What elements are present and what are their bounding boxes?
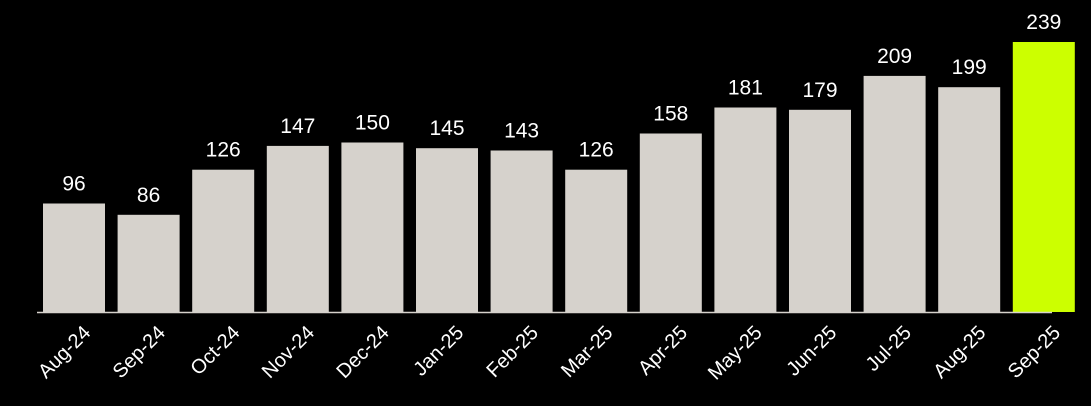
- bar-feb-25: [490, 150, 553, 312]
- bar-may-25: [714, 107, 777, 312]
- value-label-sep-24: 86: [137, 184, 160, 207]
- value-label-jun-25: 179: [802, 79, 837, 102]
- x-tick-label-aug-24: Aug-24: [34, 322, 95, 383]
- bar-apr-25: [639, 133, 702, 312]
- x-tick-label-apr-25: Apr-25: [634, 322, 692, 380]
- x-tick-label-aug-25: Aug-25: [929, 322, 990, 383]
- value-label-aug-24: 96: [62, 173, 85, 196]
- bar-dec-24: [341, 142, 404, 312]
- bar-mar-25: [565, 169, 628, 312]
- x-tick-label-sep-24: Sep-24: [109, 322, 170, 383]
- value-label-may-25: 181: [728, 77, 763, 100]
- value-label-jul-25: 209: [877, 45, 912, 68]
- value-label-feb-25: 143: [504, 120, 539, 143]
- value-label-sep-25: 239: [1026, 11, 1061, 34]
- x-tick-label-may-25: May-25: [704, 322, 767, 385]
- bar-sep-25: [1012, 42, 1075, 312]
- x-tick-label-dec-24: Dec-24: [333, 322, 394, 383]
- value-label-jan-25: 145: [429, 117, 464, 140]
- value-label-nov-24: 147: [280, 115, 315, 138]
- x-tick-label-nov-24: Nov-24: [258, 322, 319, 383]
- bar-aug-24: [43, 203, 105, 312]
- value-label-mar-25: 126: [579, 139, 614, 162]
- bar-jan-25: [416, 148, 478, 312]
- x-tick-label-feb-25: Feb-25: [483, 322, 543, 382]
- x-tick-label-oct-24: Oct-24: [186, 322, 244, 380]
- bars-group: [43, 42, 1075, 313]
- bar-jun-25: [789, 109, 851, 312]
- bar-jul-25: [863, 75, 926, 313]
- value-labels-group: 96 86 126 147 150 145 143 126 158 181 179 209 199 239: [62, 11, 1061, 207]
- value-label-oct-24: 126: [206, 139, 241, 162]
- x-tick-label-jul-25: Jul-25: [862, 322, 916, 376]
- bar-sep-24: [117, 214, 180, 312]
- bar-oct-24: [192, 169, 255, 312]
- bar-aug-25: [938, 87, 1001, 312]
- x-tick-label-jun-25: Jun-25: [782, 322, 841, 381]
- x-tick-labels-group: Aug-24 Sep-24 Oct-24 Nov-24 Dec-24 Jan-25 Feb-…: [34, 322, 1065, 385]
- value-label-apr-25: 158: [653, 103, 688, 126]
- value-label-aug-25: 199: [952, 56, 987, 79]
- bar-nov-24: [266, 145, 329, 312]
- x-tick-label-sep-25: Sep-25: [1004, 322, 1065, 383]
- x-tick-label-jan-25: Jan-25: [409, 322, 468, 381]
- x-tick-label-mar-25: Mar-25: [557, 322, 617, 382]
- value-label-dec-24: 150: [355, 112, 390, 135]
